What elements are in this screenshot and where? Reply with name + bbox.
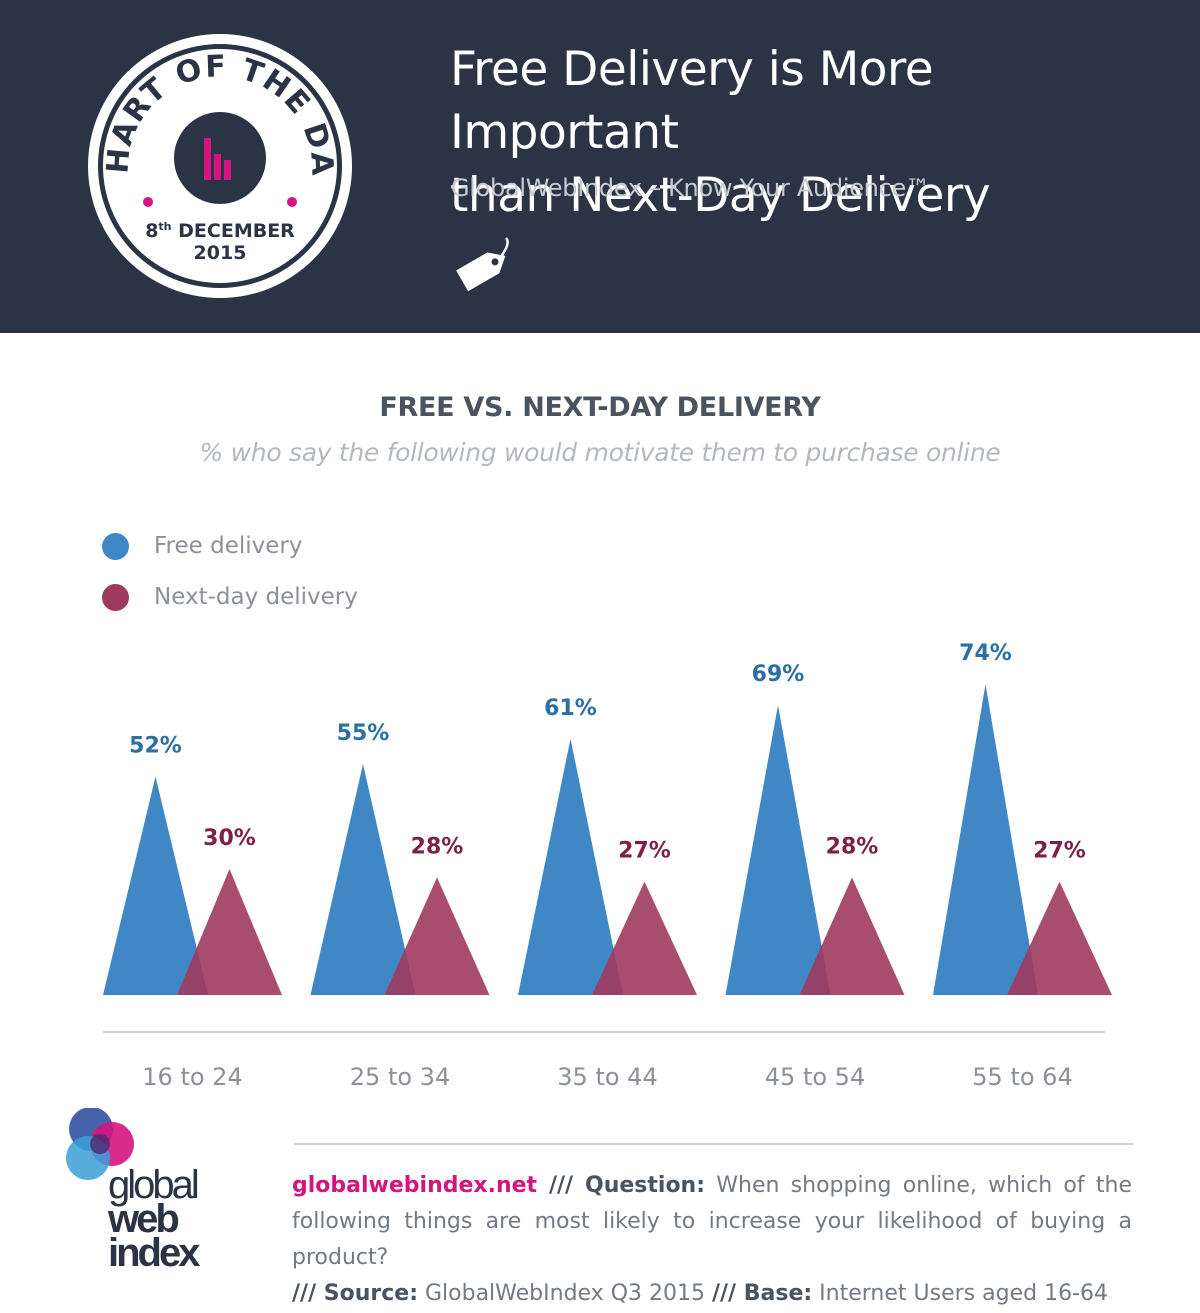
logo-word-web: web [108, 1197, 180, 1241]
footer-site-link[interactable]: globalwebindex.net [292, 1173, 538, 1198]
footer-separator: /// [292, 1281, 324, 1306]
bar-chart-icon [204, 138, 231, 180]
x-tick-label: 25 to 34 [350, 1063, 450, 1091]
footer-base-label: Base: [743, 1281, 813, 1306]
bar-next-day-delivery [384, 877, 490, 995]
footer-divider [294, 1143, 1133, 1145]
x-tick-label: 16 to 24 [142, 1063, 242, 1091]
data-label-free-delivery: 52% [129, 734, 182, 759]
legend-label-free-delivery: Free delivery [154, 533, 303, 559]
legend-label-next-day-delivery: Next-day delivery [154, 584, 358, 610]
chart-of-the-day-badge: CHART OF THE DAY 8th DECEMBER 2015 [86, 32, 352, 298]
legend-swatch-free-delivery [102, 532, 129, 560]
category-group: 69% 28% 45 to 54 [725, 662, 905, 1091]
data-label-next-day-delivery: 27% [1033, 839, 1086, 864]
footer-question-text: When shopping online, which of the follo… [292, 1173, 1132, 1270]
bar-free-delivery [310, 764, 416, 995]
legend-swatch-next-day-delivery [102, 583, 129, 611]
footer-source-text: GlobalWebIndex Q3 2015 [418, 1281, 712, 1306]
bar-next-day-delivery [1007, 881, 1112, 995]
legend-item-free-delivery: Free delivery [102, 531, 302, 561]
category-group: 74% 27% 55 to 64 [933, 641, 1112, 1091]
page-title-line2: than Next-Day Delivery [450, 168, 991, 223]
page-title-line1: Free Delivery is More Important [450, 42, 934, 160]
chart-title: FREE VS. NEXT-DAY DELIVERY [379, 392, 821, 423]
footer-question-label: Question: [585, 1173, 706, 1198]
price-tag-icon [456, 237, 509, 292]
category-group: 61% 27% 35 to 44 [518, 696, 697, 1091]
data-label-free-delivery: 55% [337, 721, 390, 746]
header-banner: CHART OF THE DAY 8th DECEMBER 2015 Free … [0, 0, 1200, 333]
footer-separator: /// [537, 1173, 585, 1198]
footer-separator: /// [711, 1281, 744, 1306]
bar-next-day-delivery [592, 881, 697, 995]
data-label-free-delivery: 69% [752, 662, 805, 687]
bar-free-delivery [933, 684, 1038, 995]
logo-word-global: global [108, 1163, 200, 1207]
badge-dot-right [287, 197, 297, 207]
bar-free-delivery [518, 738, 623, 995]
bar-free-delivery [725, 705, 831, 995]
data-label-next-day-delivery: 28% [411, 834, 464, 859]
bar-next-day-delivery [799, 877, 905, 995]
badge-dot-left [143, 197, 153, 207]
data-label-next-day-delivery: 27% [618, 839, 671, 864]
data-label-next-day-delivery: 30% [203, 826, 256, 851]
page-title: Free Delivery is More Important than Nex… [450, 38, 1170, 227]
x-tick-label: 35 to 44 [557, 1063, 657, 1091]
footer-notes: globalwebindex.net /// Question: When sh… [292, 1168, 1132, 1312]
footer-base-text: Internet Users aged 16-64 [812, 1281, 1108, 1306]
page-subtitle: GlobalWebIndex – Know Your Audience™ [451, 174, 930, 202]
logo-word-index: index [108, 1231, 200, 1275]
category-group: 55% 28% 25 to 34 [310, 721, 490, 1091]
logo-wordmark: global web index [108, 1163, 258, 1275]
x-tick-label: 55 to 64 [972, 1063, 1072, 1091]
badge-date: 8th DECEMBER [145, 220, 295, 242]
data-label-free-delivery: 61% [544, 696, 597, 721]
bar-free-delivery [103, 776, 208, 995]
data-label-next-day-delivery: 28% [826, 834, 879, 859]
footer-source-label: Source: [323, 1281, 418, 1306]
bar-next-day-delivery [177, 869, 282, 995]
chart-subtitle: % who say the following would motivate t… [199, 438, 1001, 467]
data-label-free-delivery: 74% [959, 641, 1012, 666]
legend-item-next-day-delivery: Next-day delivery [102, 582, 358, 612]
badge-year: 2015 [194, 242, 247, 264]
globalwebindex-logo [66, 1108, 134, 1180]
category-group: 52% 30% 16 to 24 [103, 734, 282, 1091]
x-tick-label: 45 to 54 [765, 1063, 865, 1091]
